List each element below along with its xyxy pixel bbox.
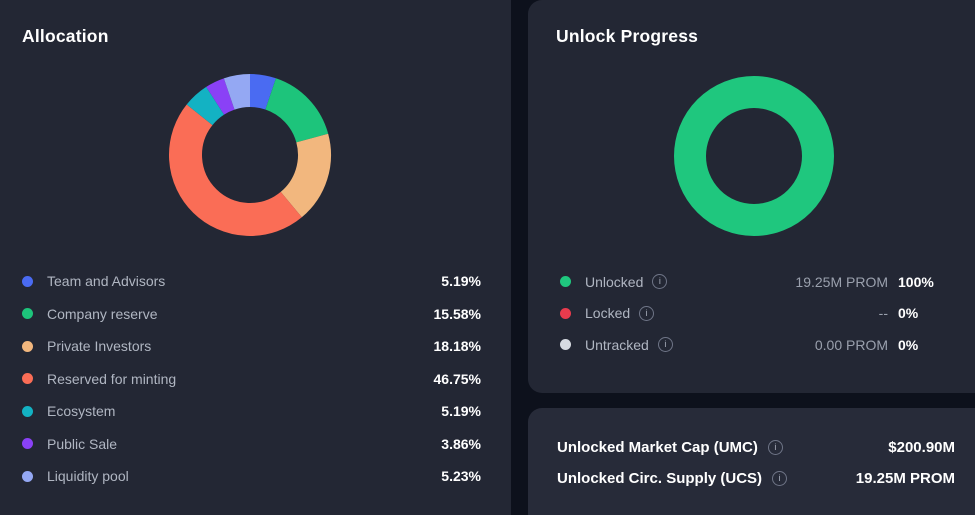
stats-label: Unlocked Circ. Supply (UCS) (557, 470, 763, 487)
allocation-legend-percent: 46.75% (433, 370, 481, 387)
allocation-legend-label: Reserved for minting (47, 370, 177, 387)
allocation-legend-percent: 5.19% (441, 273, 481, 290)
unlock-legend-item: Locked i -- 0% (560, 298, 942, 330)
unlock-legend-amount: 0.00 PROM (814, 336, 888, 353)
donut-segment[interactable] (169, 104, 302, 236)
unlock-legend-label: Locked (585, 305, 631, 322)
allocation-legend-item: Reserved for minting 46.75% (22, 363, 481, 396)
unlock-stats-card: Unlocked Market Cap (UMC) i $200.90M Unlock… (528, 408, 975, 515)
allocation-legend-label: Team and Advisors (47, 273, 166, 290)
stats-value: 19.25M PROM (855, 470, 955, 487)
stats-row: Unlocked Circ. Supply (UCS) i 19.25M PROM (557, 463, 955, 494)
info-icon[interactable]: i (767, 440, 783, 455)
legend-color-dot (560, 307, 571, 319)
allocation-card: Allocation Team and Advisors 5.19% Company… (0, 0, 511, 515)
donut-segment[interactable] (223, 74, 251, 110)
unlock-stats-rows: Unlocked Market Cap (UMC) i $200.90M Unlock… (557, 432, 955, 494)
legend-color-dot (560, 276, 571, 288)
legend-color-dot (22, 470, 33, 482)
allocation-legend-item: Private Investors 18.18% (22, 330, 481, 363)
donut-segment[interactable] (280, 133, 331, 218)
allocation-legend-percent: 18.18% (433, 338, 481, 355)
allocation-donut-chart[interactable] (168, 73, 332, 237)
unlock-legend-percent: 100% (898, 273, 934, 290)
donut-segment[interactable] (206, 78, 235, 115)
allocation-legend-label: Ecosystem (47, 403, 116, 420)
allocation-legend-label: Company reserve (47, 305, 158, 322)
unlock-legend-label: Unlocked (585, 273, 644, 290)
legend-color-dot (22, 438, 33, 450)
allocation-legend-label: Public Sale (47, 435, 118, 452)
info-icon[interactable]: i (657, 337, 673, 353)
allocation-legend-item: Company reserve 15.58% (22, 298, 481, 331)
info-icon[interactable]: i (772, 471, 788, 486)
allocation-title: Allocation (22, 26, 109, 46)
donut-segment[interactable] (674, 76, 834, 236)
donut-segment[interactable] (186, 86, 225, 126)
unlock-legend-amount: -- (878, 305, 888, 322)
legend-color-dot (22, 308, 33, 320)
allocation-legend-item: Ecosystem 5.19% (22, 395, 481, 428)
info-icon[interactable]: i (639, 305, 655, 321)
unlock-legend-item: Unlocked i 19.25M PROM 100% (560, 266, 942, 298)
legend-color-dot (22, 373, 33, 385)
legend-color-dot (22, 340, 33, 352)
stats-row: Unlocked Market Cap (UMC) i $200.90M (557, 432, 955, 463)
allocation-legend-percent: 3.86% (441, 435, 481, 452)
unlock-legend-item: Untracked i 0.00 PROM 0% (560, 329, 942, 361)
allocation-legend: Team and Advisors 5.19% Company reserve 15.… (22, 265, 481, 493)
unlock-progress-title: Unlock Progress (556, 26, 699, 46)
legend-color-dot (22, 275, 33, 287)
donut-segment[interactable] (264, 78, 329, 144)
allocation-legend-percent: 5.19% (441, 403, 481, 420)
stats-value: $200.90M (888, 439, 955, 456)
allocation-legend-label: Private Investors (47, 338, 152, 355)
unlock-progress-card: Unlock Progress Unlocked i 19.25M PROM 100%… (528, 0, 975, 393)
info-icon[interactable]: i (652, 274, 668, 290)
stats-label: Unlocked Market Cap (UMC) (557, 439, 758, 456)
unlock-legend-amount: 19.25M PROM (795, 273, 888, 290)
unlock-legend-percent: 0% (898, 336, 919, 353)
allocation-legend-item: Public Sale 3.86% (22, 428, 481, 461)
allocation-legend-percent: 15.58% (433, 305, 481, 322)
unlock-progress-legend: Unlocked i 19.25M PROM 100% Locked i -- 0% Untra… (560, 266, 942, 361)
allocation-legend-percent: 5.23% (441, 468, 481, 485)
donut-segment[interactable] (249, 74, 276, 110)
allocation-legend-item: Liquidity pool 5.23% (22, 460, 481, 493)
unlock-legend-percent: 0% (898, 305, 919, 322)
allocation-legend-item: Team and Advisors 5.19% (22, 265, 481, 298)
unlock-progress-donut-chart[interactable] (672, 74, 836, 238)
unlock-legend-label: Untracked (585, 336, 649, 353)
legend-color-dot (560, 339, 571, 351)
legend-color-dot (22, 405, 33, 417)
allocation-legend-label: Liquidity pool (47, 468, 129, 485)
